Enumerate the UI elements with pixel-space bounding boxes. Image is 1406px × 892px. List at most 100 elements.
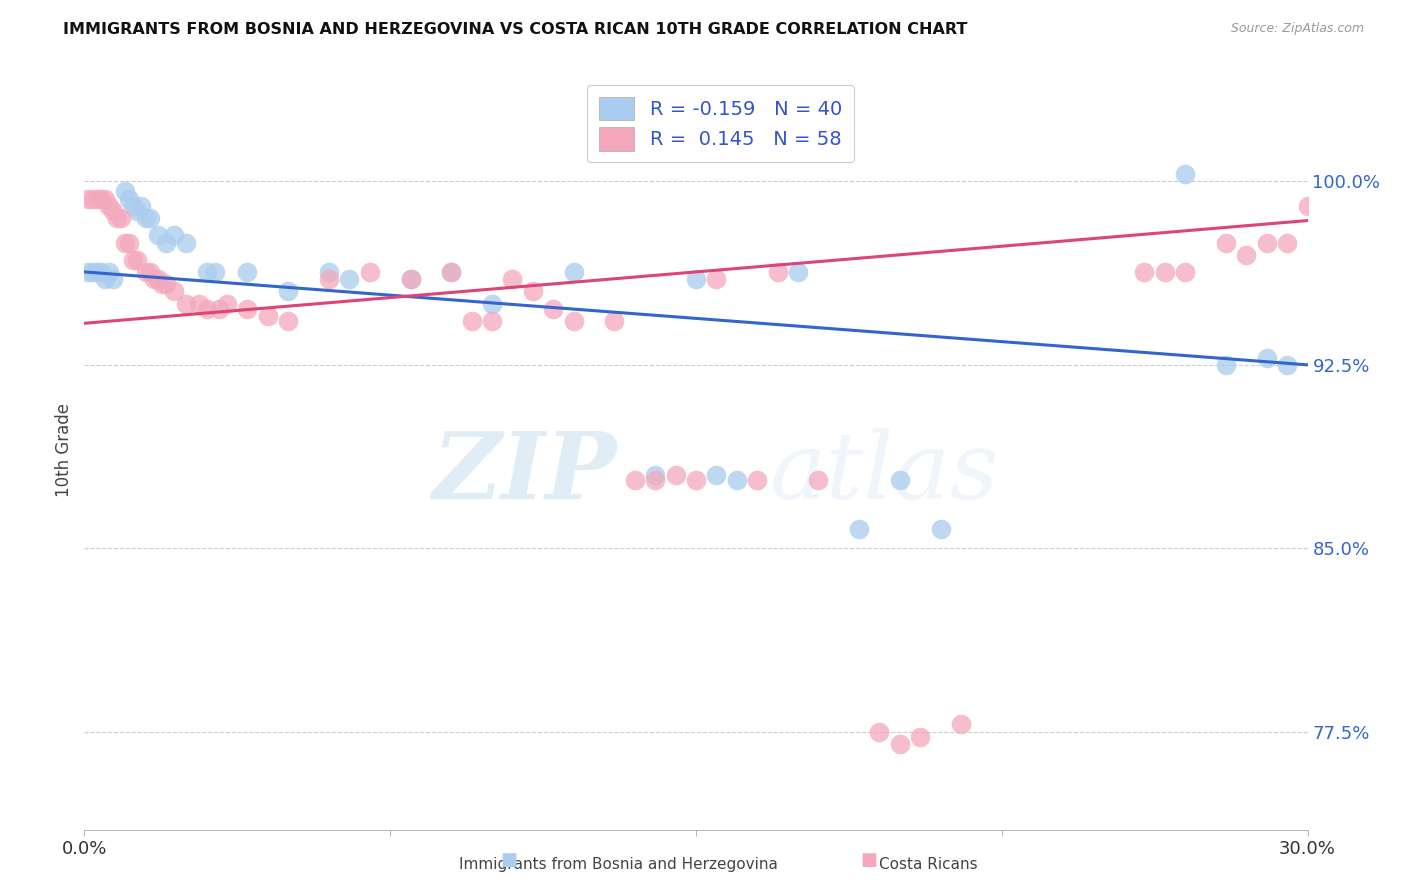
Point: [174, 235, 197, 250]
Point: [138, 211, 160, 226]
Point: [1296, 199, 1319, 213]
Point: [93, 272, 115, 286]
Point: [77, 192, 100, 206]
Point: [603, 314, 626, 328]
Text: IMMIGRANTS FROM BOSNIA AND HERZEGOVINA VS COSTA RICAN 10TH GRADE CORRELATION CHA: IMMIGRANTS FROM BOSNIA AND HERZEGOVINA V…: [63, 22, 967, 37]
Point: [217, 296, 239, 310]
Point: [93, 192, 115, 206]
Point: [163, 228, 186, 243]
Point: [910, 730, 932, 744]
Point: [131, 199, 153, 213]
Text: Source: ZipAtlas.com: Source: ZipAtlas.com: [1230, 22, 1364, 36]
Point: [562, 314, 585, 328]
Point: [82, 192, 104, 206]
Point: [155, 235, 177, 250]
Point: [644, 473, 666, 487]
Point: [787, 265, 810, 279]
Point: [747, 473, 769, 487]
Point: [122, 199, 145, 213]
Point: [150, 277, 173, 292]
Point: [195, 301, 218, 316]
Point: [950, 717, 973, 731]
Point: [163, 285, 186, 299]
Point: [195, 265, 218, 279]
Point: [318, 265, 340, 279]
Point: [706, 272, 728, 286]
Point: [624, 473, 647, 487]
Point: [399, 272, 422, 286]
Point: [339, 272, 361, 286]
Point: [82, 265, 104, 279]
Point: [1256, 235, 1278, 250]
Point: [90, 192, 112, 206]
Point: [146, 228, 169, 243]
Point: [114, 235, 136, 250]
Point: [110, 211, 132, 226]
Point: [929, 522, 952, 536]
Point: [101, 203, 124, 218]
Point: [440, 265, 463, 279]
Point: [562, 265, 585, 279]
Text: Immigrants from Bosnia and Herzegovina: Immigrants from Bosnia and Herzegovina: [460, 857, 778, 872]
Point: [155, 277, 177, 292]
Point: [1236, 248, 1258, 262]
Point: [869, 724, 891, 739]
Point: [543, 301, 565, 316]
Y-axis label: 10th Grade: 10th Grade: [55, 403, 73, 498]
Point: [105, 211, 128, 226]
Point: [889, 737, 911, 751]
Text: atlas: atlas: [769, 428, 998, 518]
Point: [1256, 351, 1278, 365]
Point: [807, 473, 830, 487]
Point: [146, 272, 169, 286]
Point: [685, 473, 707, 487]
Point: [90, 265, 112, 279]
Point: [257, 309, 280, 323]
Point: [318, 272, 340, 286]
Point: [127, 203, 149, 218]
Point: [644, 467, 666, 482]
Point: [97, 199, 120, 213]
Legend: R = -0.159   N = 40, R =  0.145   N = 58: R = -0.159 N = 40, R = 0.145 N = 58: [588, 85, 853, 162]
Point: [1215, 235, 1237, 250]
Point: [236, 301, 259, 316]
Point: [481, 314, 503, 328]
Point: [135, 211, 157, 226]
Point: [86, 192, 108, 206]
Point: [277, 285, 299, 299]
Text: ■: ■: [860, 851, 877, 869]
Point: [481, 296, 503, 310]
Point: [359, 265, 381, 279]
Point: [1277, 235, 1299, 250]
Point: [138, 265, 160, 279]
Point: [665, 467, 688, 482]
Point: [848, 522, 870, 536]
Point: [277, 314, 299, 328]
Point: [706, 467, 728, 482]
Point: [142, 272, 165, 286]
Point: [187, 296, 209, 310]
Point: [1133, 265, 1156, 279]
Point: [118, 192, 141, 206]
Point: [118, 235, 141, 250]
Point: [725, 473, 748, 487]
Point: [685, 272, 707, 286]
Point: [204, 265, 226, 279]
Point: [174, 296, 197, 310]
Point: [440, 265, 463, 279]
Point: [461, 314, 484, 328]
Point: [127, 252, 149, 267]
Point: [522, 285, 544, 299]
Point: [101, 272, 124, 286]
Point: [1215, 358, 1237, 372]
Point: [1277, 358, 1299, 372]
Text: ZIP: ZIP: [432, 428, 616, 518]
Point: [114, 184, 136, 198]
Point: [77, 265, 100, 279]
Text: ■: ■: [501, 851, 517, 869]
Point: [1154, 265, 1177, 279]
Point: [502, 272, 524, 286]
Point: [97, 265, 120, 279]
Point: [1174, 167, 1197, 181]
Point: [236, 265, 259, 279]
